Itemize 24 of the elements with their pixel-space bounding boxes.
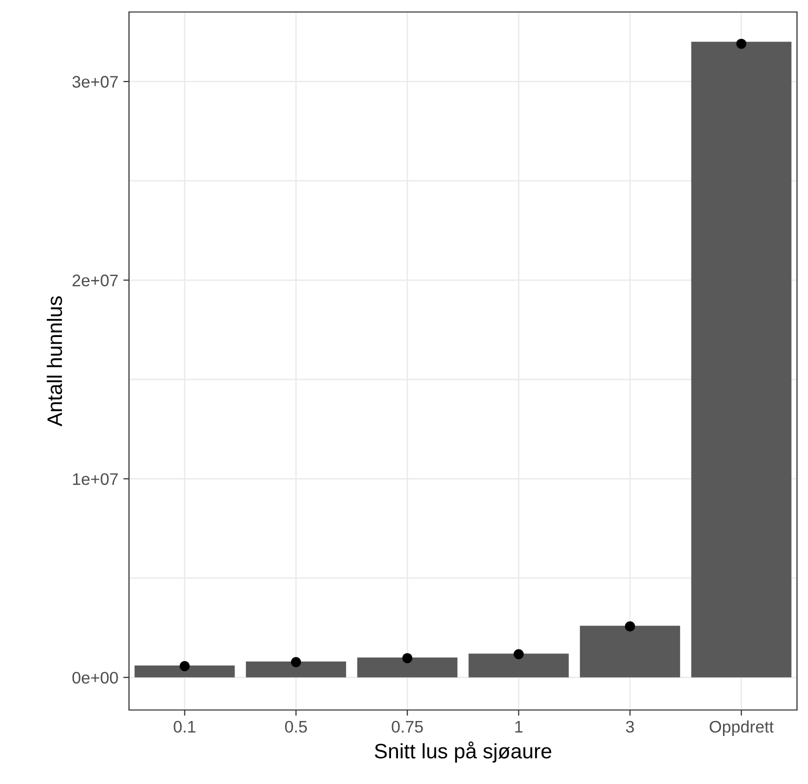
point — [514, 649, 524, 660]
bar — [357, 658, 458, 678]
x-tick-label: 1 — [515, 721, 522, 732]
bar — [134, 666, 235, 678]
point — [180, 661, 190, 672]
x-axis-title: Snitt lus på sjøaure — [374, 742, 552, 763]
bar — [580, 626, 680, 678]
x-tick-label: Oppdrett — [710, 720, 774, 736]
y-tick-label: 2e+07 — [72, 274, 118, 286]
x-tick-label: 0.75 — [392, 720, 423, 733]
point — [402, 653, 412, 664]
point — [290, 657, 302, 668]
y-axis-title: Antall hunnlus — [46, 296, 62, 426]
y-tick-label: 3e+07 — [72, 76, 118, 88]
bar — [246, 662, 346, 678]
y-tick-label: 1e+07 — [73, 473, 118, 485]
x-tick-label: 0.5 — [285, 720, 307, 733]
bar — [468, 654, 569, 678]
point — [736, 38, 746, 49]
bar — [691, 42, 792, 678]
point — [624, 621, 636, 632]
y-tick-label: 0e+00 — [72, 672, 118, 684]
x-tick-label: 3 — [626, 720, 634, 733]
x-tick-label: 0.1 — [174, 720, 196, 733]
